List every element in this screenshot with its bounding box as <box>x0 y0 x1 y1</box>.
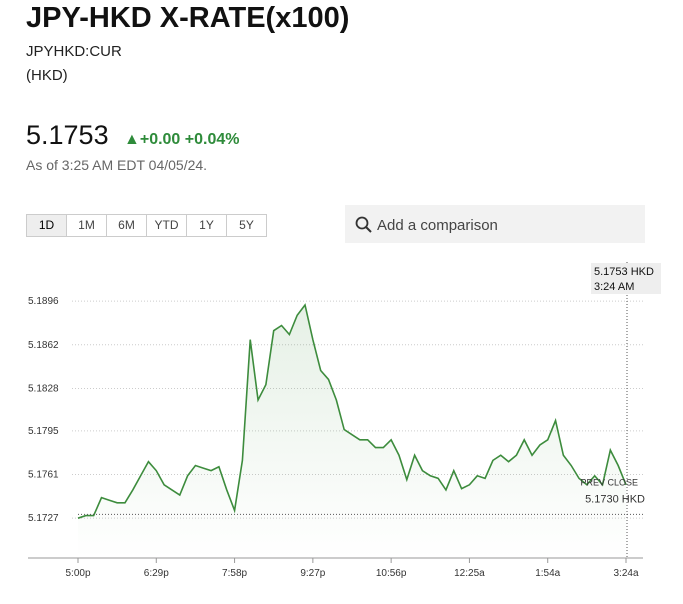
y-tick-label: 5.1795 <box>28 426 59 437</box>
change-block: ▲+0.00 +0.04% <box>124 131 240 149</box>
range-tab[interactable]: 1M <box>67 215 107 236</box>
range-tab[interactable]: YTD <box>147 215 187 236</box>
prev-close-label: PREV CLOSE <box>580 477 638 487</box>
range-tab[interactable]: 5Y <box>239 218 254 232</box>
currency: (HKD) <box>26 67 68 84</box>
x-tick-label: 5:00p <box>65 568 90 579</box>
range-tabs: 1D 1M 6M YTD 1Y 5Y <box>26 214 267 237</box>
prev-close-value: 5.1730 HKD <box>585 493 645 505</box>
y-tick-label: 5.1862 <box>28 340 59 351</box>
x-tick-label: 10:56p <box>376 568 407 579</box>
tooltip-value: 5.1753 HKD <box>594 266 654 278</box>
search-icon <box>355 216 372 233</box>
ticker: JPYHKD:CUR <box>26 43 122 60</box>
y-tick-label: 5.1727 <box>28 513 59 524</box>
x-tick-label: 3:24a <box>613 568 638 579</box>
up-arrow: ▲ <box>124 131 140 148</box>
x-tick-label: 1:54a <box>535 568 560 579</box>
chart: 5.1727 5.1761 5.1795 5.1828 5.1862 5.1896 5:00… <box>28 262 661 579</box>
change: +0.00 <box>139 131 181 148</box>
area-fill <box>78 304 626 558</box>
x-tick-label: 6:29p <box>144 568 169 579</box>
change-pct: +0.04% <box>184 131 240 148</box>
price-line <box>77 303 627 519</box>
price: 5.1753 <box>26 120 109 150</box>
tooltip-time: 3:24 AM <box>594 281 634 293</box>
range-tab[interactable]: 6M <box>107 215 147 236</box>
as-of: As of 3:25 AM EDT 04/05/24. <box>26 157 208 173</box>
search-placeholder: Add a comparison <box>377 217 498 234</box>
range-tab[interactable]: 1D <box>27 215 67 236</box>
range-tab[interactable]: 1Y <box>187 215 227 236</box>
tooltip-box <box>591 263 661 294</box>
comparison-search[interactable]: Add a comparison <box>345 205 645 243</box>
y-tick-label: 5.1896 <box>28 296 59 307</box>
title: JPY-HKD X-RATE(x100) <box>26 2 350 34</box>
y-tick-label: 5.1761 <box>28 470 59 481</box>
x-tick-label: 12:25a <box>454 568 485 579</box>
x-tick-label: 7:58p <box>222 568 247 579</box>
y-tick-label: 5.1828 <box>28 383 59 394</box>
x-tick-label: 9:27p <box>300 568 325 579</box>
